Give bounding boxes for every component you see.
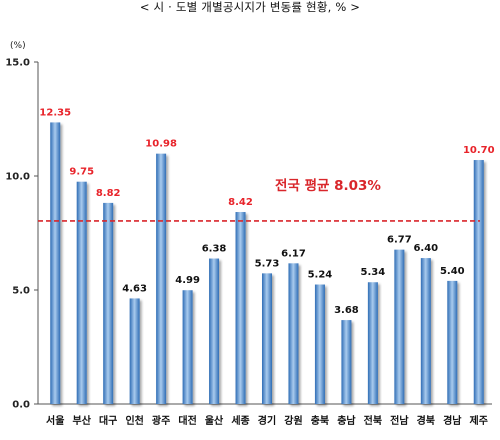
data-label: 5.34 [361, 267, 386, 278]
bar [209, 258, 220, 404]
x-tick-label: 광주 [152, 415, 170, 427]
bar [367, 282, 378, 404]
bar [156, 153, 167, 404]
x-tick-label: 세종 [231, 414, 249, 427]
bar [314, 284, 325, 404]
x-tick-label: 울산 [205, 414, 224, 427]
y-tick-label: 15.0 [5, 58, 30, 69]
average-label: 전국 평균 8.03% [275, 177, 381, 194]
bar [129, 298, 140, 404]
data-label: 10.70 [463, 145, 495, 156]
bar [288, 263, 299, 404]
data-label: 10.98 [145, 139, 177, 150]
x-tick-label: 인천 [125, 414, 143, 427]
x-tick-label: 전남 [390, 414, 409, 427]
x-tick-label: 경북 [417, 414, 435, 427]
x-tick-label: 대구 [99, 414, 117, 427]
bar [447, 280, 458, 404]
chart-title: < 시 · 도별 개별공시지가 변동률 현황, % > [139, 0, 361, 14]
data-label: 4.99 [175, 275, 200, 286]
x-tick-label: 경기 [258, 414, 276, 427]
bar [420, 258, 431, 404]
x-tick-label: 경남 [443, 414, 462, 427]
data-label: 4.63 [122, 283, 147, 294]
data-label: 12.35 [39, 107, 71, 118]
data-label: 6.17 [281, 248, 306, 259]
x-tick-label: 대전 [178, 414, 196, 427]
data-label: 6.40 [413, 243, 438, 254]
x-tick-label: 서울 [46, 414, 64, 427]
bar [50, 122, 61, 405]
x-tick-label: 부산 [73, 414, 92, 427]
x-tick-label: 전북 [364, 414, 382, 427]
data-label: 8.42 [228, 197, 253, 208]
data-label: 6.38 [202, 244, 227, 255]
bar [103, 202, 114, 404]
y-tick-label: 10.0 [5, 172, 30, 183]
bar [394, 249, 405, 404]
data-label: 9.75 [69, 167, 94, 178]
bar [76, 181, 87, 404]
data-label: 5.40 [440, 266, 465, 277]
bar [182, 290, 193, 404]
x-tick-label: 충남 [337, 414, 356, 427]
data-label: 5.24 [308, 270, 333, 281]
bar [235, 212, 246, 404]
data-label: 3.68 [334, 305, 359, 316]
y-axis-unit-label: (%) [10, 41, 26, 51]
data-label: 8.82 [96, 188, 121, 199]
x-tick-label: 제주 [470, 414, 488, 427]
y-tick-label: 5.0 [12, 286, 30, 297]
bar [473, 160, 484, 404]
x-tick-label: 충북 [311, 414, 329, 427]
data-label: 5.73 [255, 258, 280, 269]
data-label: 6.77 [387, 235, 412, 246]
y-tick-label: 0.0 [12, 400, 30, 411]
bar [262, 273, 272, 404]
x-tick-label: 강원 [284, 414, 302, 427]
bar [341, 320, 352, 404]
